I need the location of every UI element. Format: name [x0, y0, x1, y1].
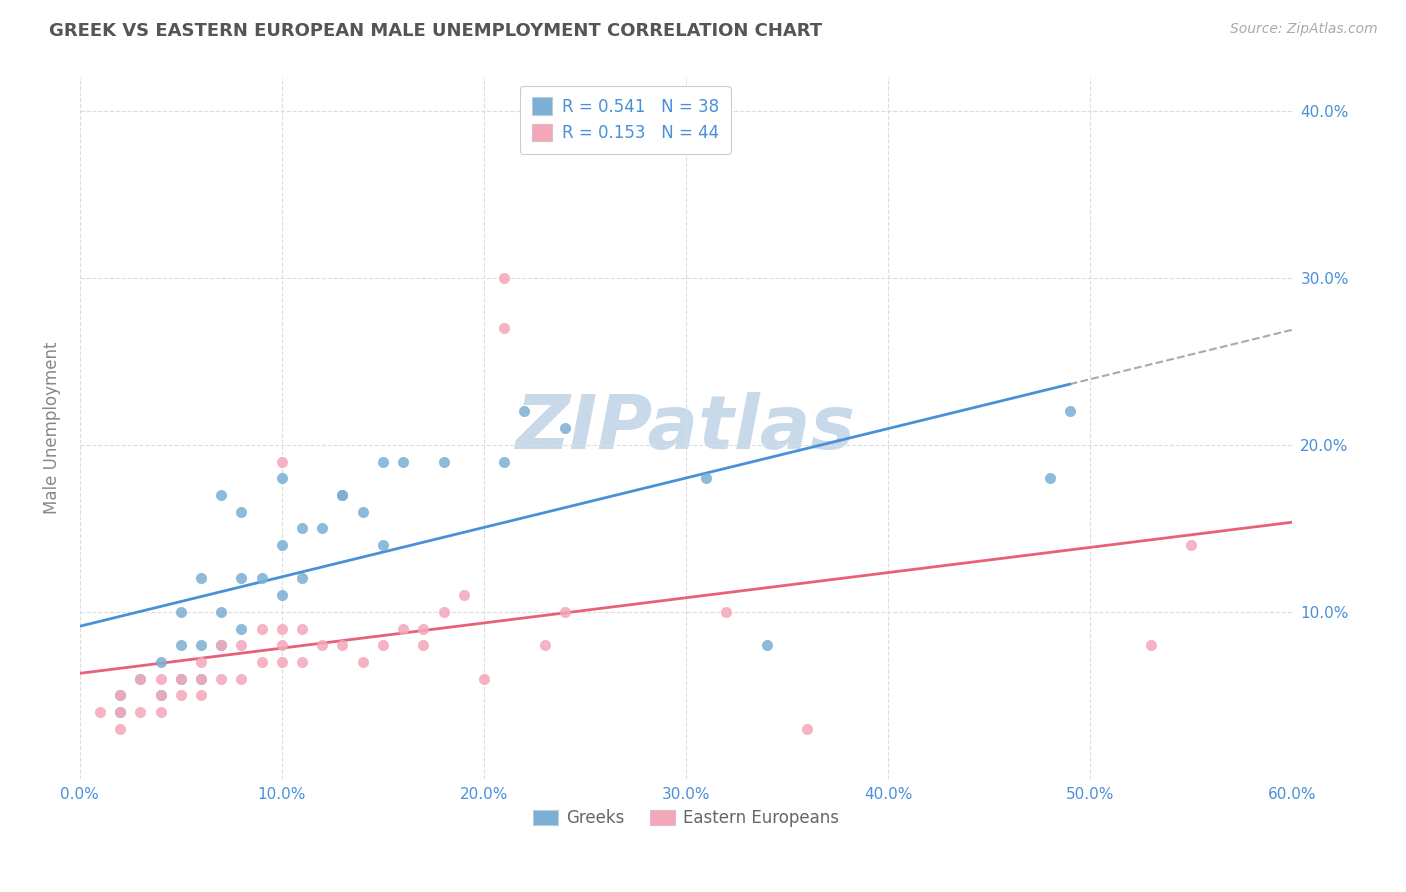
Point: [533, 638, 555, 652]
Point: [231, 622, 253, 636]
Point: [311, 521, 333, 535]
Point: [110, 689, 132, 703]
Point: [392, 622, 415, 636]
Point: [209, 672, 232, 686]
Text: Source: ZipAtlas.com: Source: ZipAtlas.com: [1230, 22, 1378, 37]
Point: [352, 655, 374, 669]
Point: [1139, 638, 1161, 652]
Point: [231, 572, 253, 586]
Point: [332, 638, 354, 652]
Point: [209, 638, 232, 652]
Point: [129, 705, 152, 719]
Point: [270, 622, 292, 636]
Point: [190, 638, 212, 652]
Point: [291, 655, 314, 669]
Point: [695, 471, 717, 485]
Point: [149, 705, 172, 719]
Point: [453, 588, 475, 602]
Point: [110, 689, 132, 703]
Point: [170, 689, 193, 703]
Point: [371, 454, 394, 468]
Point: [110, 722, 132, 736]
Point: [270, 655, 292, 669]
Legend: Greeks, Eastern Europeans: Greeks, Eastern Europeans: [526, 803, 845, 834]
Point: [149, 655, 172, 669]
Point: [270, 588, 292, 602]
Point: [149, 689, 172, 703]
Point: [494, 271, 516, 285]
Point: [371, 638, 394, 652]
Point: [412, 638, 434, 652]
Point: [209, 638, 232, 652]
Point: [110, 705, 132, 719]
Point: [209, 605, 232, 619]
Point: [332, 488, 354, 502]
Text: GREEK VS EASTERN EUROPEAN MALE UNEMPLOYMENT CORRELATION CHART: GREEK VS EASTERN EUROPEAN MALE UNEMPLOYM…: [49, 22, 823, 40]
Point: [149, 672, 172, 686]
Point: [432, 605, 454, 619]
Point: [270, 454, 292, 468]
Point: [170, 605, 193, 619]
Point: [250, 622, 273, 636]
Point: [149, 689, 172, 703]
Point: [392, 454, 415, 468]
Point: [432, 454, 454, 468]
Point: [554, 605, 576, 619]
Point: [311, 638, 333, 652]
Point: [170, 672, 193, 686]
Point: [190, 655, 212, 669]
Point: [110, 705, 132, 719]
Point: [190, 672, 212, 686]
Point: [291, 572, 314, 586]
Point: [209, 488, 232, 502]
Point: [129, 672, 152, 686]
Point: [291, 521, 314, 535]
Point: [755, 638, 778, 652]
Point: [1180, 538, 1202, 552]
Text: ZIPatlas: ZIPatlas: [516, 392, 856, 465]
Point: [231, 505, 253, 519]
Point: [716, 605, 738, 619]
Point: [270, 638, 292, 652]
Point: [190, 672, 212, 686]
Point: [190, 572, 212, 586]
Point: [332, 488, 354, 502]
Point: [494, 454, 516, 468]
Point: [190, 689, 212, 703]
Point: [412, 622, 434, 636]
Point: [231, 672, 253, 686]
Point: [371, 538, 394, 552]
Point: [796, 722, 818, 736]
Point: [352, 505, 374, 519]
Point: [1059, 404, 1081, 418]
Y-axis label: Male Unemployment: Male Unemployment: [44, 342, 60, 515]
Point: [554, 421, 576, 435]
Point: [291, 622, 314, 636]
Point: [231, 638, 253, 652]
Point: [494, 321, 516, 335]
Point: [270, 538, 292, 552]
Point: [513, 404, 536, 418]
Point: [170, 638, 193, 652]
Point: [472, 672, 495, 686]
Point: [270, 471, 292, 485]
Point: [250, 572, 273, 586]
Point: [250, 655, 273, 669]
Point: [129, 672, 152, 686]
Point: [89, 705, 111, 719]
Point: [170, 672, 193, 686]
Point: [1038, 471, 1060, 485]
